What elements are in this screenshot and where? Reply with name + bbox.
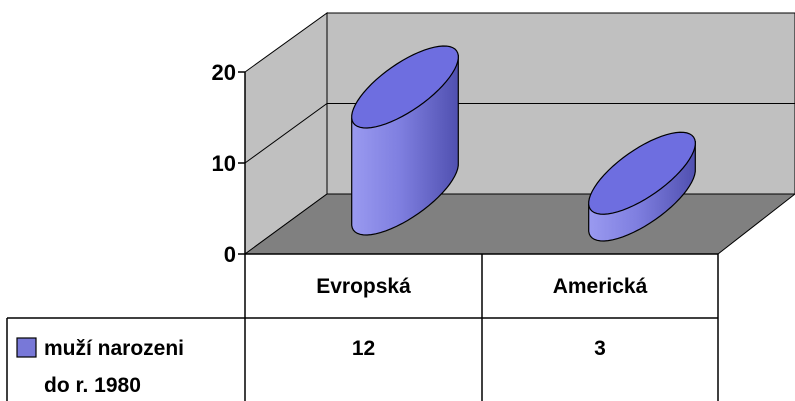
gridlines (244, 103, 795, 164)
bar-top (588, 131, 696, 215)
gridline (244, 103, 795, 164)
data-table: Evropská Americká muží narozeni do r. 1980 1… (6, 253, 719, 401)
table-value: 12 (352, 337, 375, 360)
y-tick-label: 0 (224, 242, 236, 267)
table-category-label: Evropská (316, 275, 411, 298)
legend-key (16, 337, 37, 358)
y-axis-ticks: 0 10 20 (212, 60, 245, 267)
bar (351, 45, 459, 236)
bars (351, 45, 696, 242)
bar (588, 131, 696, 242)
bar-side (351, 54, 459, 236)
table-category-label: Americká (553, 275, 648, 298)
floor (243, 193, 795, 255)
y-tick-label: 20 (212, 60, 236, 85)
y-tick-label: 10 (212, 151, 236, 176)
legend-series-name: muží narozeni (44, 337, 184, 360)
legend-series-name: do r. 1980 (44, 374, 141, 397)
bar-top (351, 45, 459, 129)
table-value: 3 (594, 337, 606, 360)
